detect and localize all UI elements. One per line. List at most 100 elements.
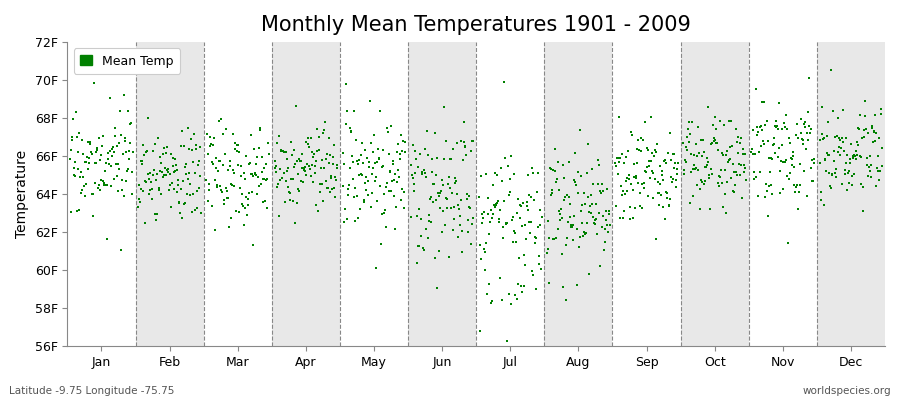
Point <box>366 164 381 171</box>
Point <box>598 226 612 232</box>
Point <box>356 140 370 146</box>
Point <box>476 215 491 221</box>
Point <box>250 190 265 197</box>
Point <box>479 171 493 177</box>
Point <box>148 217 163 223</box>
Point <box>407 188 421 194</box>
Point <box>579 229 593 236</box>
Point <box>693 206 707 212</box>
Point <box>418 146 432 152</box>
Point <box>147 167 161 174</box>
Point <box>153 154 167 160</box>
Point <box>423 218 437 225</box>
Point <box>547 236 562 242</box>
Point <box>111 161 125 168</box>
Point <box>661 150 675 156</box>
Point <box>788 132 803 139</box>
Point <box>855 184 869 191</box>
Point <box>278 178 293 184</box>
Point <box>738 165 752 172</box>
Point <box>94 177 108 183</box>
Point <box>459 195 473 202</box>
Point <box>532 252 546 259</box>
Point <box>169 188 184 195</box>
Point <box>362 159 376 165</box>
Point <box>634 181 649 188</box>
Point <box>650 141 664 148</box>
Point <box>733 140 747 146</box>
Point <box>423 196 437 202</box>
Point <box>590 231 604 238</box>
Point <box>291 170 305 177</box>
Point <box>544 190 559 196</box>
Point <box>210 182 224 188</box>
Point <box>484 298 499 305</box>
Point <box>652 190 666 196</box>
Point <box>77 159 92 166</box>
Point <box>261 140 275 146</box>
Point <box>557 174 572 181</box>
Point <box>111 188 125 194</box>
Point <box>508 230 522 237</box>
Point <box>500 163 515 170</box>
Point <box>634 135 649 142</box>
Point <box>507 171 521 177</box>
Point <box>456 119 471 125</box>
Point <box>854 154 868 160</box>
Point <box>860 161 874 168</box>
Point <box>104 153 119 159</box>
Point <box>302 166 317 172</box>
Point <box>231 148 246 155</box>
Point <box>861 172 876 179</box>
Point <box>706 138 721 145</box>
Point <box>90 145 104 152</box>
Point <box>516 200 530 206</box>
Point <box>72 130 86 136</box>
Point <box>165 180 179 186</box>
Point <box>373 183 387 189</box>
Point <box>748 150 762 157</box>
Point <box>140 171 155 178</box>
Point <box>613 215 627 221</box>
Point <box>182 146 196 152</box>
Point <box>398 139 412 146</box>
Point <box>594 181 608 187</box>
Y-axis label: Temperature: Temperature <box>15 150 29 238</box>
Point <box>634 148 648 154</box>
Point <box>512 215 526 221</box>
Point <box>752 124 767 131</box>
Point <box>482 280 496 287</box>
Point <box>433 205 447 211</box>
Point <box>221 224 236 230</box>
Point <box>766 140 780 147</box>
Point <box>118 138 132 144</box>
Point <box>598 217 613 224</box>
Point <box>569 182 583 188</box>
Point <box>769 124 783 130</box>
Point <box>301 141 315 147</box>
Point <box>609 154 624 161</box>
Point <box>136 187 150 194</box>
Point <box>295 165 310 172</box>
Point <box>868 138 883 144</box>
Point <box>567 177 581 183</box>
Point <box>860 154 875 161</box>
Point <box>374 164 389 170</box>
Point <box>317 165 331 172</box>
Point <box>792 182 806 189</box>
Point <box>615 192 629 198</box>
Point <box>173 210 187 216</box>
Point <box>498 155 512 161</box>
Point <box>861 163 876 170</box>
Point <box>806 156 821 162</box>
Point <box>806 178 820 184</box>
Point <box>431 190 446 196</box>
Point <box>577 189 591 196</box>
Point <box>251 174 266 180</box>
Point <box>501 291 516 298</box>
Point <box>722 157 736 163</box>
Point <box>645 170 660 176</box>
Point <box>449 139 464 146</box>
Point <box>392 173 406 180</box>
Point <box>857 127 871 134</box>
